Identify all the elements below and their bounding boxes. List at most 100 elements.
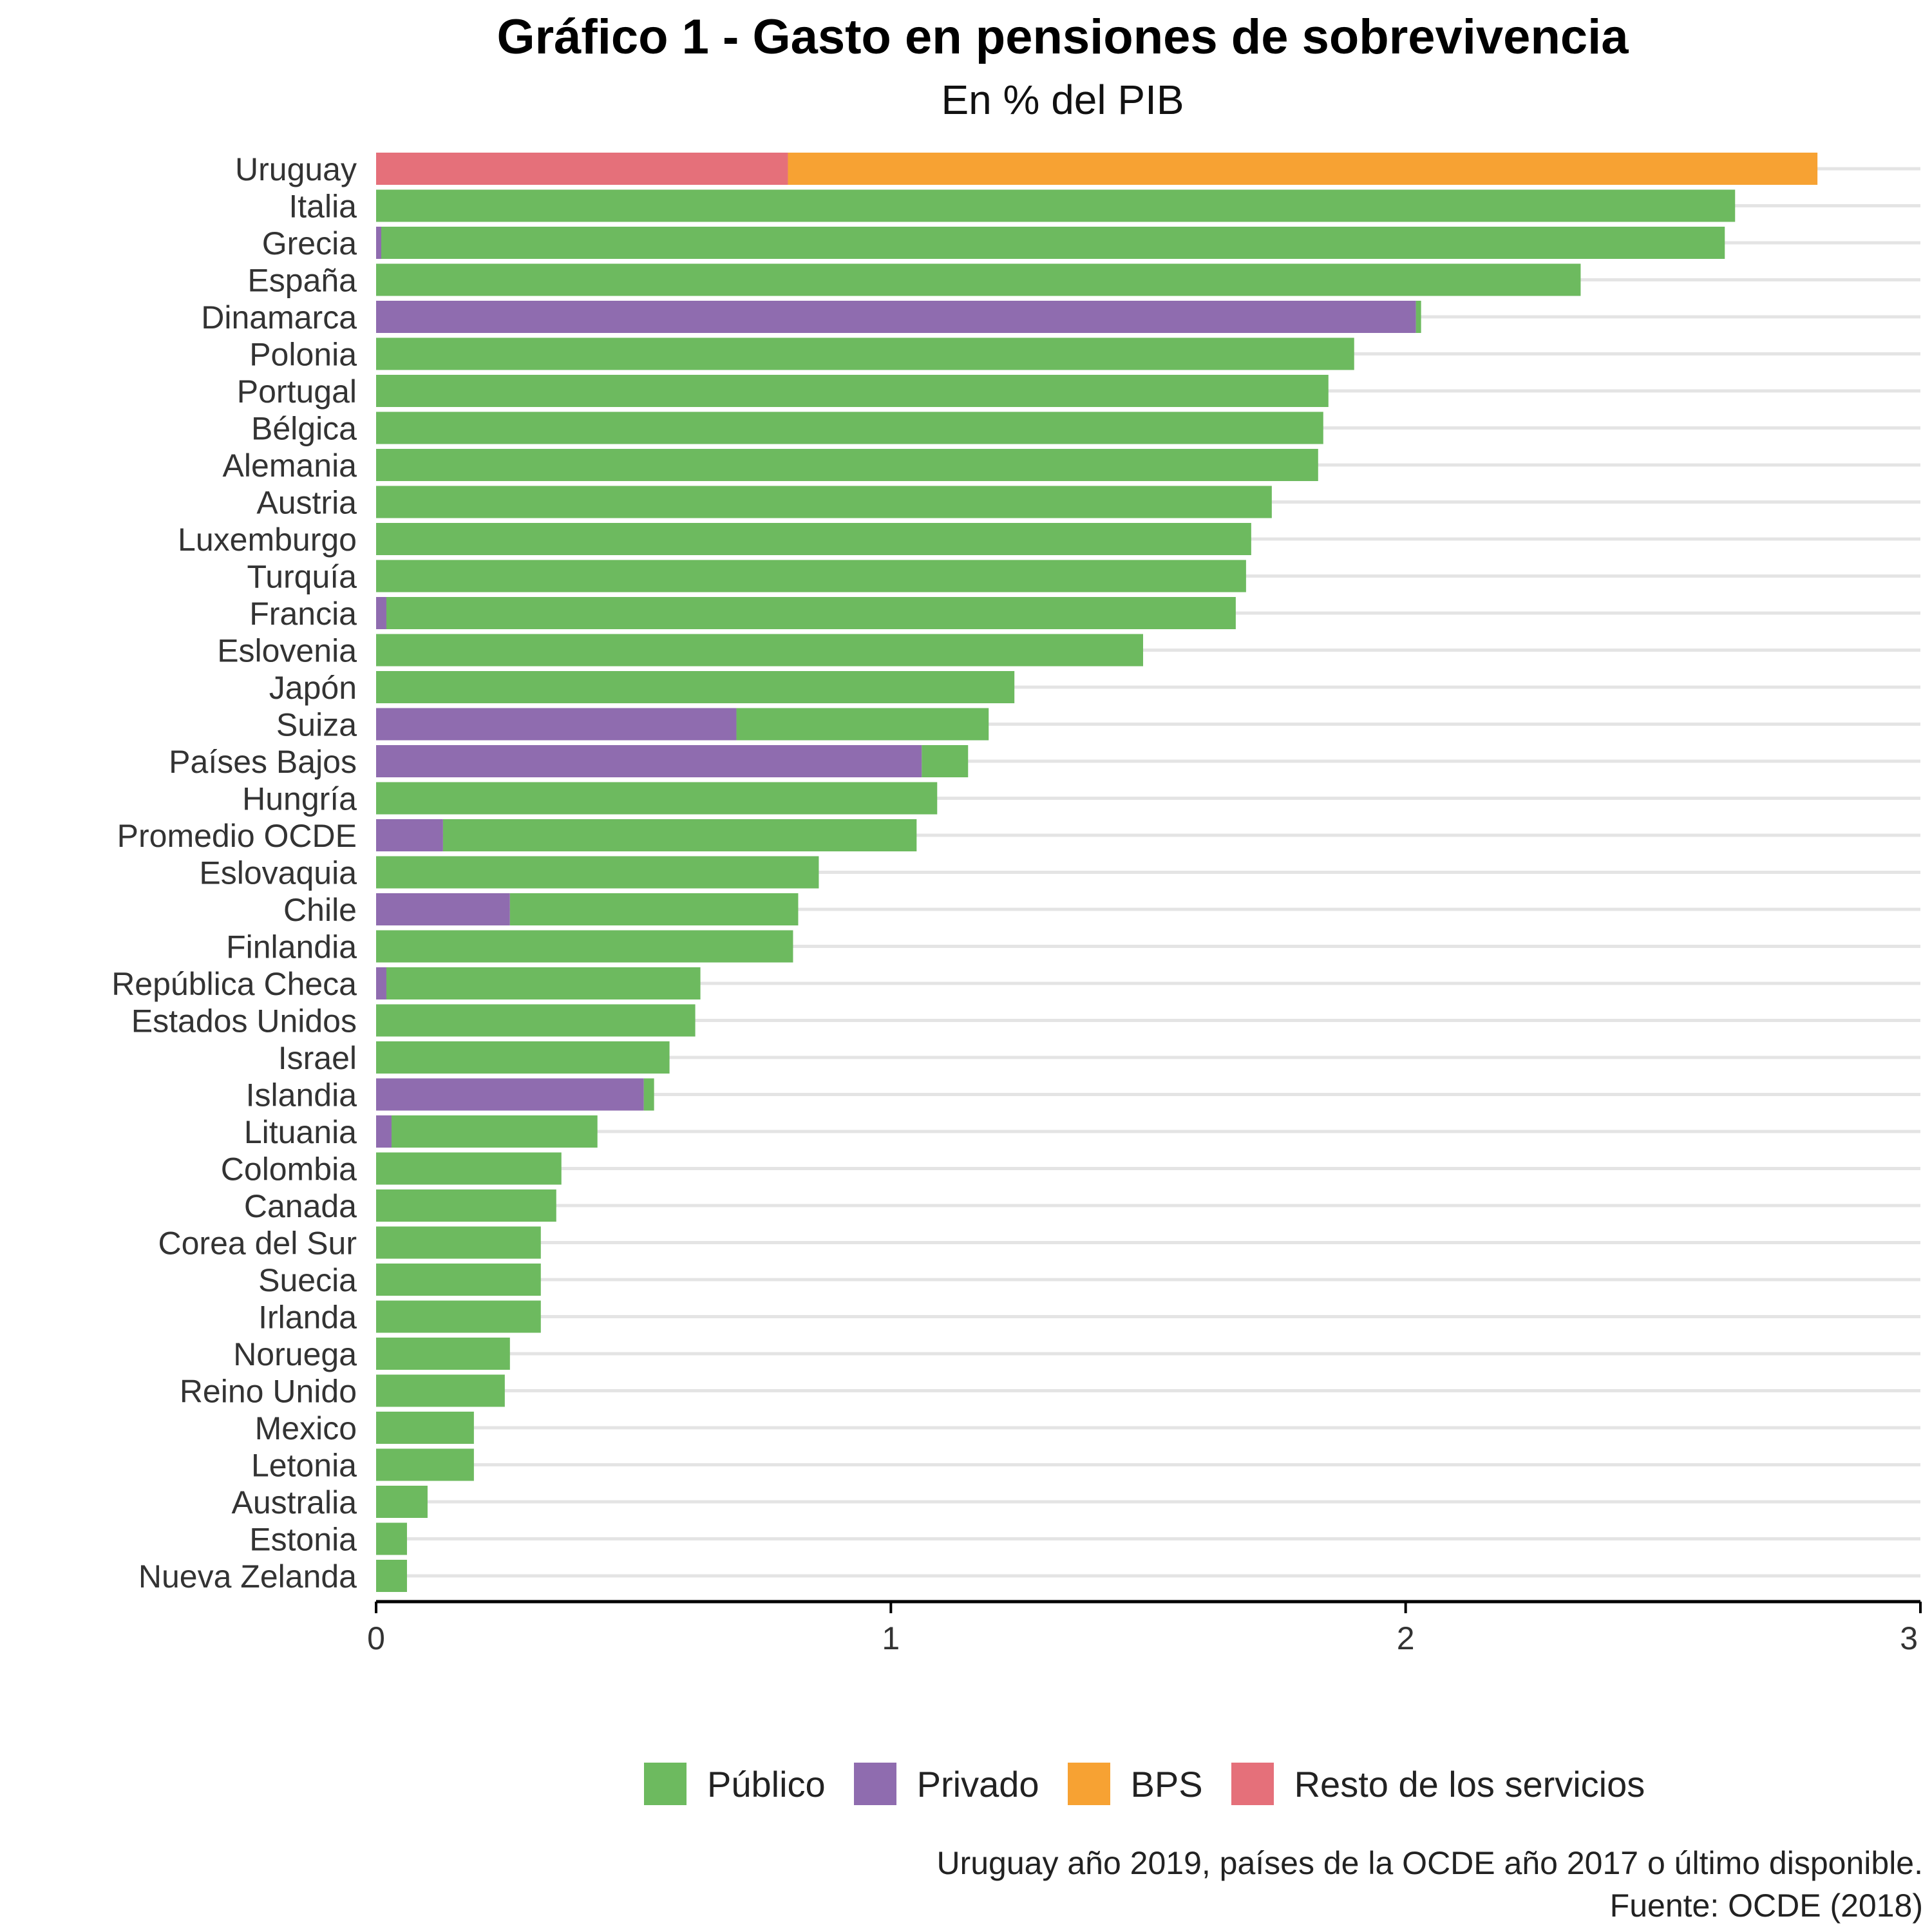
category-label: Reino Unido — [180, 1374, 357, 1410]
legend-item: Privado — [853, 1763, 1039, 1805]
bar-privado — [376, 967, 386, 999]
bar-público — [386, 597, 1236, 629]
chart-subtitle: En % del PIB — [941, 77, 1184, 123]
bar-público — [376, 634, 1144, 667]
category-label: Letonia — [251, 1448, 357, 1484]
category-label: Francia — [249, 596, 357, 632]
category-label: Chile — [283, 892, 357, 928]
category-label: Bélgica — [251, 411, 357, 447]
bar-bps — [788, 153, 1818, 185]
chart-caption: Uruguay año 2019, países de la OCDE año … — [936, 1842, 1923, 1927]
bar-público — [643, 1078, 654, 1111]
bar-público — [376, 189, 1736, 222]
category-label: Corea del Sur — [158, 1226, 357, 1262]
chart-legend: Público Privado BPS Resto de los servicios — [644, 1758, 1673, 1810]
bar-privado — [376, 597, 386, 629]
legend-item: Resto de los servicios — [1231, 1763, 1645, 1805]
legend-key — [644, 1763, 687, 1805]
bar-público — [376, 930, 793, 963]
bar-privado — [376, 227, 381, 259]
chart-title: Gráfico 1 - Gasto en pensiones de sobrev… — [497, 10, 1629, 64]
bar-público — [509, 893, 799, 925]
category-label: Israel — [278, 1040, 357, 1076]
category-label: Canada — [244, 1188, 357, 1224]
bar-público — [381, 227, 1725, 259]
category-label: Dinamarca — [201, 299, 357, 336]
category-label: Italia — [289, 189, 357, 225]
category-label: Alemania — [223, 448, 357, 484]
bar-público — [376, 375, 1329, 407]
legend-label: Resto de los servicios — [1294, 1763, 1645, 1804]
bar-público — [376, 1338, 510, 1370]
bar-público — [376, 560, 1246, 592]
bar-público — [376, 1041, 670, 1074]
category-label: Uruguay — [235, 151, 357, 187]
bar-público — [386, 967, 701, 999]
category-label: Irlanda — [258, 1300, 357, 1336]
bar-público — [376, 1522, 407, 1555]
caption-source: Fuente: OCDE (2018) — [1609, 1888, 1923, 1924]
bar-público — [376, 671, 1015, 703]
category-label: Austria — [256, 485, 357, 521]
category-label: Portugal — [237, 374, 357, 410]
bar-público — [376, 337, 1354, 370]
bar-público — [442, 819, 917, 851]
bar-público — [376, 1226, 541, 1259]
category-label: Noruega — [233, 1336, 357, 1372]
category-label: Turquía — [247, 559, 357, 595]
bar-público — [376, 1412, 474, 1444]
category-label: Hungría — [242, 781, 357, 817]
category-label: Grecia — [262, 225, 357, 261]
caption-note: Uruguay año 2019, países de la OCDE año … — [936, 1845, 1923, 1881]
bar-público — [376, 1560, 407, 1592]
bar-público — [376, 1189, 556, 1222]
bar-público — [376, 1486, 428, 1518]
bar-resto-de-los-servicios — [376, 153, 788, 185]
category-label: España — [247, 263, 357, 299]
bar-privado — [376, 893, 510, 925]
category-label: Colombia — [221, 1151, 357, 1188]
category-label: Eslovenia — [217, 633, 357, 669]
x-tick-label: 0 — [367, 1620, 385, 1656]
x-tick-label: 2 — [1397, 1620, 1415, 1656]
bar-chart: UruguayItaliaGreciaEspañaDinamarcaPoloni… — [111, 151, 1922, 1656]
category-label: Lituania — [244, 1114, 357, 1150]
bar-privado — [376, 708, 737, 741]
category-label: Mexico — [255, 1410, 357, 1446]
category-label: Polonia — [249, 337, 357, 373]
legend-key — [1231, 1763, 1274, 1805]
bar-público — [376, 782, 938, 815]
bar-público — [376, 263, 1581, 296]
bar-público — [376, 486, 1272, 518]
bar-público — [376, 523, 1251, 555]
bar-público — [376, 1264, 541, 1296]
bar-público — [376, 412, 1323, 444]
legend-label: Público — [707, 1763, 826, 1804]
bar-privado — [376, 301, 1416, 333]
x-tick-label: 1 — [882, 1620, 900, 1656]
bar-privado — [376, 1078, 644, 1111]
bar-público — [376, 1448, 474, 1481]
category-label: Promedio OCDE — [117, 818, 357, 854]
bar-público — [376, 856, 819, 889]
category-label: Suiza — [276, 707, 357, 743]
category-label: Suecia — [258, 1262, 357, 1298]
category-label: Japón — [269, 670, 357, 706]
bar-privado — [376, 819, 443, 851]
category-label: República Checa — [111, 966, 357, 1002]
x-tick-label: 3 — [1900, 1620, 1918, 1656]
category-label: Nueva Zelanda — [138, 1558, 357, 1595]
bar-público — [376, 1374, 505, 1407]
legend-label: BPS — [1130, 1763, 1203, 1804]
category-label: Luxemburgo — [178, 522, 357, 558]
legend-label: Privado — [916, 1763, 1039, 1804]
bar-público — [736, 708, 989, 741]
category-label: Islandia — [246, 1077, 357, 1113]
category-label: Estonia — [249, 1522, 357, 1558]
legend-key — [1067, 1763, 1110, 1805]
category-label: Eslovaquia — [199, 855, 357, 891]
bar-público — [922, 745, 969, 777]
category-label: Estados Unidos — [131, 1003, 357, 1039]
legend-item: BPS — [1067, 1763, 1203, 1805]
bar-privado — [376, 1115, 392, 1148]
